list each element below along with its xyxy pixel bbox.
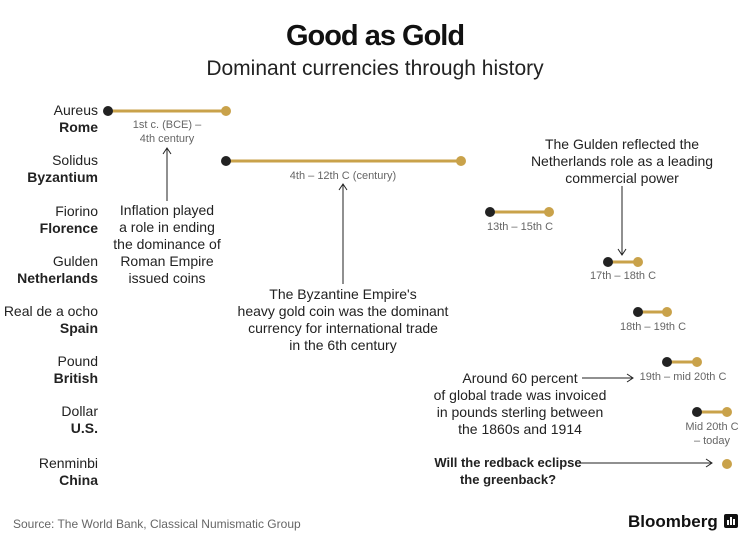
annotation-text: heavy gold coin was the dominant bbox=[238, 303, 449, 319]
arrow-head bbox=[617, 248, 627, 256]
annotation-text: commercial power bbox=[565, 170, 679, 186]
arrow-head bbox=[162, 147, 172, 155]
range-label: – today bbox=[694, 435, 731, 447]
currency-label: Fiorino bbox=[55, 203, 98, 219]
annotation-text: issued coins bbox=[128, 270, 205, 286]
start-point bbox=[692, 407, 702, 417]
annotation-text: the 1860s and 1914 bbox=[458, 421, 582, 437]
annotation-text: Netherlands role as a leading bbox=[531, 153, 713, 169]
start-point bbox=[603, 257, 613, 267]
currency-label: Renminbi bbox=[39, 455, 98, 471]
arrow-head bbox=[705, 458, 713, 468]
currency-label: Aureus bbox=[54, 102, 98, 118]
annotation-text: in pounds sterling between bbox=[437, 404, 604, 420]
range-label: 19th – mid 20th C bbox=[640, 371, 727, 383]
place-label: Rome bbox=[59, 119, 98, 135]
currency-label: Pound bbox=[58, 353, 98, 369]
end-point bbox=[544, 207, 554, 217]
range-label: 17th – 18th C bbox=[590, 270, 656, 282]
place-label: Spain bbox=[60, 320, 98, 336]
range-label: 18th – 19th C bbox=[620, 321, 686, 333]
end-point bbox=[692, 357, 702, 367]
chart-title: Good as Gold bbox=[285, 20, 465, 52]
annotation-text: the dominance of bbox=[113, 236, 221, 252]
annotation-text: Roman Empire bbox=[120, 253, 214, 269]
annotation-text: currency for international trade bbox=[248, 320, 438, 336]
range-label: 1st c. (BCE) – bbox=[133, 119, 202, 131]
annotation-text: Around 60 percent bbox=[462, 370, 577, 386]
place-label: Byzantium bbox=[27, 169, 98, 185]
end-point bbox=[722, 459, 732, 469]
end-point bbox=[662, 307, 672, 317]
start-point bbox=[221, 156, 231, 166]
annotation-text: of global trade was invoiced bbox=[434, 387, 607, 403]
annotation-text: the greenback? bbox=[460, 472, 556, 487]
chart-subtitle: Dominant currencies through history bbox=[206, 57, 544, 80]
chart-icon bbox=[724, 514, 738, 528]
currency-label: Real de a ocho bbox=[4, 303, 98, 319]
end-point bbox=[456, 156, 466, 166]
place-label: Florence bbox=[40, 220, 99, 236]
range-label: 4th – 12th C (century) bbox=[290, 170, 396, 182]
start-point bbox=[103, 106, 113, 116]
end-point bbox=[221, 106, 231, 116]
annotation-text: a role in ending bbox=[119, 219, 215, 235]
annotation-text: in the 6th century bbox=[289, 337, 396, 353]
end-point bbox=[633, 257, 643, 267]
end-point bbox=[722, 407, 732, 417]
range-label: 13th – 15th C bbox=[487, 221, 553, 233]
arrow-head bbox=[626, 373, 634, 383]
annotation-text: The Byzantine Empire's bbox=[269, 286, 416, 302]
start-point bbox=[633, 307, 643, 317]
brand-logo: Bloomberg bbox=[628, 512, 718, 531]
currency-label: Solidus bbox=[52, 152, 98, 168]
range-label: Mid 20th C bbox=[685, 421, 738, 433]
start-point bbox=[662, 357, 672, 367]
place-label: British bbox=[54, 370, 98, 386]
range-label: 4th century bbox=[140, 133, 195, 145]
start-point bbox=[485, 207, 495, 217]
arrow-head bbox=[338, 183, 348, 191]
currency-label: Dollar bbox=[61, 403, 98, 419]
place-label: China bbox=[59, 472, 98, 488]
place-label: Netherlands bbox=[17, 270, 98, 286]
place-label: U.S. bbox=[71, 420, 98, 436]
currency-label: Gulden bbox=[53, 253, 98, 269]
source-note: Source: The World Bank, Classical Numism… bbox=[13, 517, 301, 531]
annotation-text: The Gulden reflected the bbox=[545, 136, 699, 152]
annotation-text: Inflation played bbox=[120, 202, 214, 218]
annotation-text: Will the redback eclipse bbox=[434, 455, 581, 470]
